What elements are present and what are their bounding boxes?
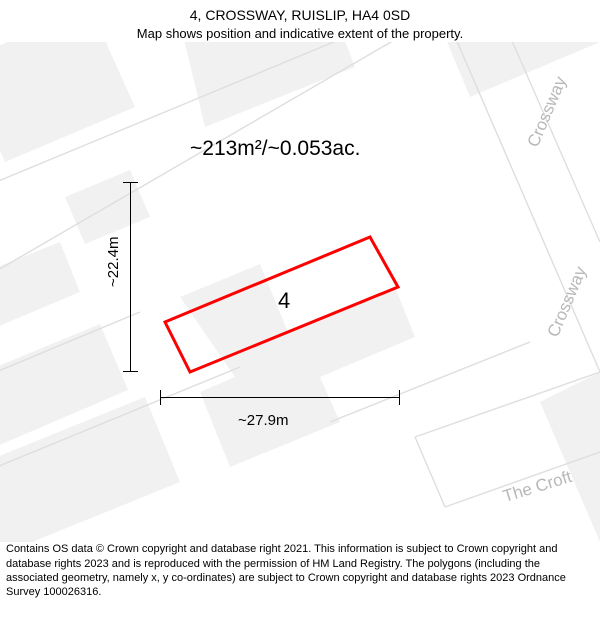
building-footprint	[175, 42, 355, 127]
page-subtitle: Map shows position and indicative extent…	[0, 25, 600, 43]
width-dimension-bar	[160, 397, 400, 398]
height-dimension-bar	[130, 182, 131, 372]
map-svg	[0, 42, 600, 542]
property-number: 4	[278, 288, 290, 314]
map-canvas: ~213m²/~0.053ac. ~27.9m ~22.4m 4 Crosswa…	[0, 42, 600, 542]
road-edge	[440, 42, 600, 372]
road-edge	[415, 437, 445, 507]
page-title: 4, CROSSWAY, RUISLIP, HA4 0SD	[0, 6, 600, 25]
width-label: ~27.9m	[238, 412, 288, 429]
header: 4, CROSSWAY, RUISLIP, HA4 0SD Map shows …	[0, 0, 600, 42]
building-footprint	[445, 42, 600, 97]
building-footprint	[0, 242, 80, 334]
building-footprint	[540, 372, 600, 542]
copyright-footer: Contains OS data © Crown copyright and d…	[0, 542, 600, 605]
building-footprint	[0, 42, 135, 162]
height-label: ~22.4m	[105, 237, 122, 287]
area-label: ~213m²/~0.053ac.	[190, 137, 360, 161]
